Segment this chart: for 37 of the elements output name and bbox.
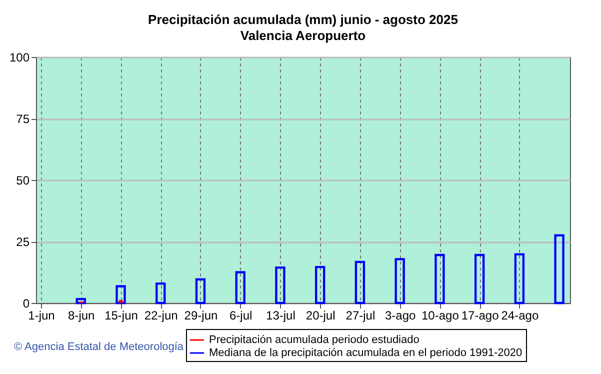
x-tick-label: 13-jul xyxy=(266,308,296,322)
x-tick-label: 24-ago xyxy=(501,308,539,322)
y-tick-label: 25 xyxy=(16,235,30,249)
bar xyxy=(76,298,86,304)
bar xyxy=(434,254,445,304)
chart-subtitle: Valencia Aeropuerto xyxy=(240,28,366,43)
bar xyxy=(156,282,166,304)
bar xyxy=(116,285,126,304)
bar xyxy=(275,266,286,304)
x-tick-label: 6-jul xyxy=(230,308,252,322)
legend-label: Mediana de la precipitación acumulada en el periodo 1991-2020 xyxy=(209,347,522,359)
chart-title: Precipitación acumulada (mm) junio - agosto 2025 xyxy=(148,12,458,27)
x-tick-label: 10-ago xyxy=(422,308,460,322)
x-tick-label: 27-jul xyxy=(346,308,376,322)
bar xyxy=(235,271,246,304)
y-tick-label: 100 xyxy=(9,50,30,64)
bar xyxy=(314,266,326,304)
x-tick-label: 8-jun xyxy=(68,308,95,322)
y-tick-label: 50 xyxy=(16,174,30,188)
bar xyxy=(514,253,525,304)
y-tick-label: 75 xyxy=(16,112,30,126)
x-tick-label: 17-ago xyxy=(461,308,500,322)
bar xyxy=(474,254,485,304)
x-tick-label: 3-ago xyxy=(384,308,416,322)
bar xyxy=(354,260,366,304)
text: © Agencia Estatal de Meteorología xyxy=(14,341,184,353)
bar xyxy=(554,234,564,304)
y-tick-label: 0 xyxy=(22,296,30,310)
x-tick-label: 20-jul xyxy=(306,308,336,322)
bar xyxy=(394,258,405,304)
bar xyxy=(195,278,206,304)
x-tick-label: 29-jun xyxy=(184,308,218,322)
x-tick-label: 15-jun xyxy=(104,308,138,322)
legend-label: Precipitación acumulada periodo estudiado xyxy=(209,334,420,346)
bar xyxy=(118,300,123,303)
x-tick-label: 1-jun xyxy=(28,308,55,322)
x-tick-label: 22-jun xyxy=(144,308,178,322)
